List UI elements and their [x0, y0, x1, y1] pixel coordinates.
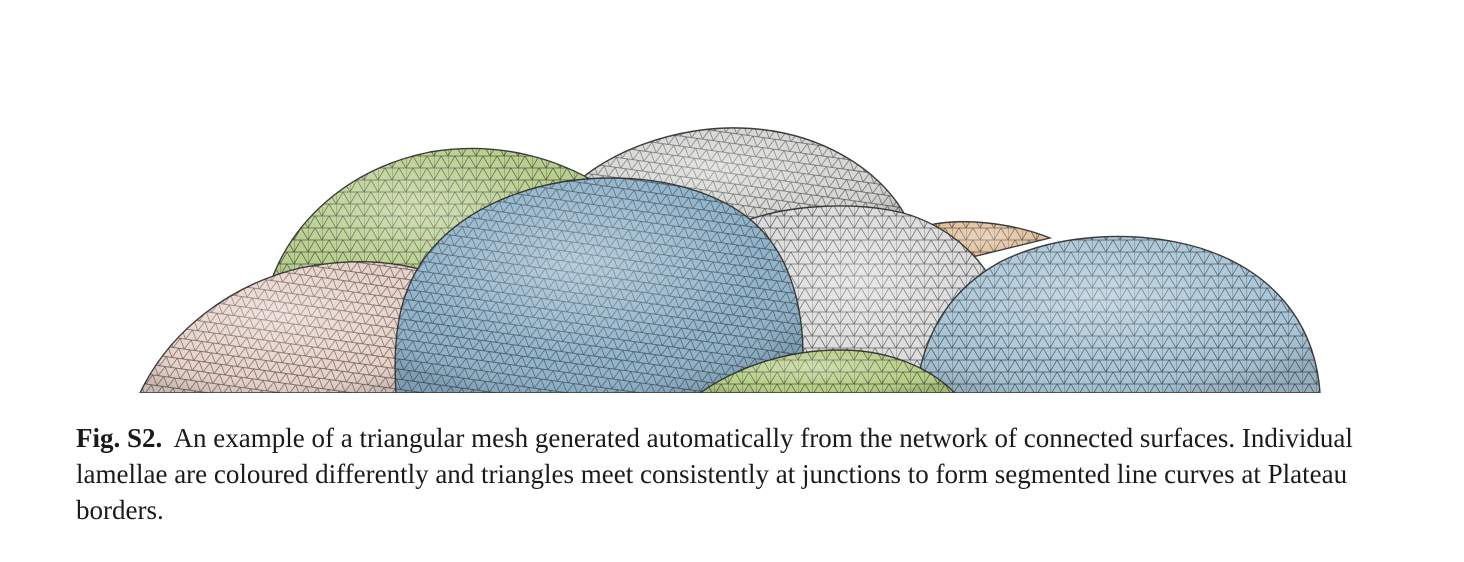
green-lamella-left-plateau-border — [267, 147, 602, 301]
blue-lamella-left — [394, 177, 804, 393]
blue-lamella-right-plateau-border — [914, 235, 1321, 393]
pink-lamella — [139, 261, 451, 393]
blue-lamella-right-shading — [915, 236, 1320, 393]
pink-lamella-shading — [140, 261, 450, 393]
orange-lamella-plateau-border — [928, 221, 1053, 261]
figure-caption-text: An example of a triangular mesh generate… — [76, 423, 1353, 525]
figure-caption: Fig. S2. An example of a triangular mesh… — [76, 420, 1396, 528]
triangular-mesh-illustration — [139, 127, 1321, 393]
green-lamella-bottom — [698, 349, 956, 393]
blue-lamella-right — [914, 235, 1321, 393]
grey-lamella-back-plateau-border — [559, 127, 907, 231]
blue-lamella-left-plateau-border — [394, 177, 804, 393]
blue-lamella-left-shading — [395, 178, 803, 393]
figure-label: Fig. S2. — [76, 423, 163, 453]
green-lamella-bottom-shading — [700, 350, 955, 393]
green-lamella-bottom-plateau-border — [698, 349, 956, 393]
mesh-figure — [139, 127, 1321, 393]
